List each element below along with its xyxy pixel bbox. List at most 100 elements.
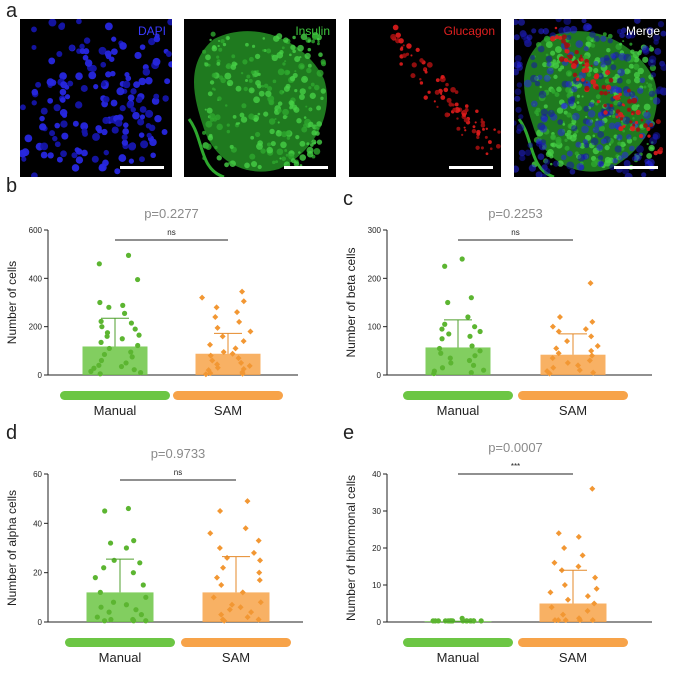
micro-image-merge: Merge [514,19,666,177]
insulin-signal [566,112,572,118]
nucleus [92,133,100,141]
insulin-signal [642,56,649,63]
data-point [579,552,586,559]
nucleus [627,30,636,39]
glucagon-signal [619,117,624,121]
insulin-signal [255,80,261,86]
data-point [132,326,138,332]
nucleus [31,26,37,33]
nucleus [75,156,84,164]
data-point [466,357,473,364]
nucleus [643,111,651,119]
nucleus [102,116,110,125]
insulin-signal [274,117,277,121]
nucleus [142,68,151,76]
y-tick-label: 60 [33,470,42,479]
data-point [575,362,582,369]
nucleus [47,152,54,159]
data-point [97,589,103,595]
glucagon-signal [415,47,420,53]
insulin-signal [606,48,611,53]
nucleus [653,34,661,42]
nucleus [111,126,119,134]
nucleus [654,47,662,55]
data-point [125,505,132,512]
nucleus [531,62,538,69]
insulin-signal [565,70,573,77]
glucagon-signal [497,130,501,134]
data-point [468,295,474,301]
glucagon-signal [631,113,634,116]
insulin-signal [306,142,310,146]
nucleus [590,137,599,146]
glucagon-signal [463,117,469,123]
data-point [555,350,562,357]
glucagon-signal [480,120,485,124]
nucleus [59,108,68,117]
scale-bar [614,166,658,169]
data-point [101,565,107,571]
nucleus [515,106,522,113]
insulin-signal [290,44,296,51]
data-point [219,333,226,340]
data-point [477,328,483,335]
nucleus [100,61,107,68]
data-point [576,367,583,374]
nucleus [49,130,56,137]
nucleus [629,91,636,98]
panel-letter-a: a [6,0,18,22]
nucleus [648,90,656,97]
insulin-signal [220,38,225,44]
insulin-signal [277,108,282,113]
insulin-signal [288,100,294,106]
insulin-signal [249,153,256,160]
insulin-signal [226,36,230,40]
insulin-signal [243,86,249,92]
data-point [470,362,477,368]
nucleus [629,145,635,152]
insulin-signal [298,63,305,70]
glucagon-signal [450,86,456,93]
glucagon-signal [563,42,568,46]
y-axis-label: Number of cells [5,261,19,344]
insulin-signal [213,88,216,91]
nucleus [79,43,85,50]
nucleus [575,141,582,148]
insulin-signal [320,88,326,94]
insulin-signal [639,124,644,129]
data-point [556,314,563,320]
glucagon-signal [603,91,608,96]
nucleus [516,123,525,132]
insulin-signal [239,112,245,118]
data-point [555,530,562,537]
nucleus [60,120,68,128]
nucleus [596,144,604,151]
glucagon-signal [554,26,558,30]
data-point [244,614,251,621]
insulin-signal [289,75,296,82]
insulin-signal [318,52,323,58]
dapi-nuclei [20,19,172,177]
insulin-signal [289,53,292,57]
nucleus [104,50,112,58]
nucleus [657,20,665,28]
nucleus [64,94,71,100]
insulin-signal [294,89,298,93]
insulin-signal [256,142,263,150]
data-point [555,617,562,624]
data-point [589,617,596,624]
nucleus [577,154,586,162]
insulin-signal [552,59,556,63]
nucleus [119,105,126,112]
nucleus [514,68,520,76]
glucagon-signal [590,79,596,85]
data-point [439,336,445,342]
nucleus [47,97,54,104]
nucleus [124,72,130,78]
insulin-signal [585,115,588,118]
nucleus [101,128,108,136]
insulin-signal [299,154,307,161]
nucleus [54,122,61,129]
insulin-signal [647,83,653,88]
glucagon-signal [609,103,613,108]
